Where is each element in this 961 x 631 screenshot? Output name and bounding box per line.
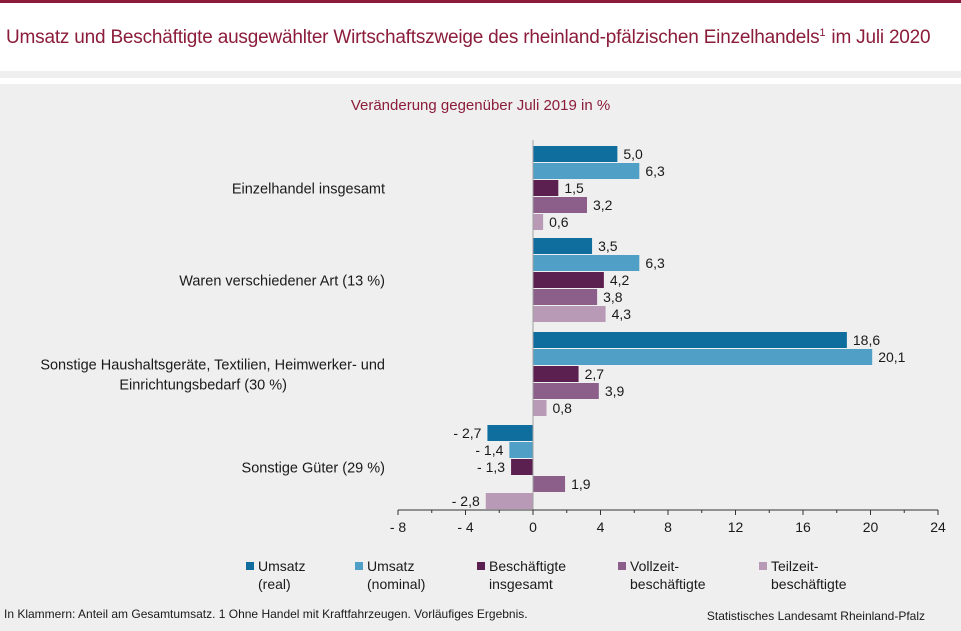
bar: [533, 180, 559, 196]
legend-label: Beschäftigte insgesamt: [489, 558, 567, 592]
tick-label: 0: [529, 519, 537, 535]
tick-label: 8: [664, 519, 672, 535]
legend-label: Vollzeit- beschäftigte: [630, 558, 706, 592]
data-label: 2,7: [585, 366, 605, 382]
data-label: 4,2: [610, 272, 630, 288]
bar: [533, 332, 847, 348]
legend-swatch: [477, 562, 485, 570]
bar: [533, 366, 579, 382]
data-label: - 2,8: [452, 493, 480, 509]
data-label: 3,2: [593, 197, 613, 213]
category-label: Einzelhandel insgesamt: [232, 182, 385, 198]
legend-label: Teilzeit- beschäftigte: [771, 558, 847, 592]
category-labels: Einzelhandel insgesamt Waren verschiedene…: [40, 182, 385, 477]
legend: Umsatz (real) Umsatz (nominal) Beschäftigt…: [0, 557, 961, 597]
legend-swatch: [246, 562, 254, 570]
bar: [533, 289, 598, 305]
data-label: 20,1: [878, 349, 905, 365]
bar: [533, 306, 606, 322]
data-label: 0,6: [549, 214, 569, 230]
page-title: Umsatz und Beschäftigte ausgewählter Wir…: [6, 27, 931, 49]
title-band: [0, 3, 961, 71]
value-labels: 5,06,31,53,20,63,56,34,23,84,318,620,12,…: [452, 146, 906, 509]
data-label: 4,3: [612, 306, 632, 322]
data-label: - 2,7: [453, 425, 481, 441]
top-rule: [0, 0, 961, 3]
bar: [533, 163, 640, 179]
footnote: In Klammern: Anteil am Gesamtumsatz. 1 O…: [4, 607, 528, 621]
bar: [533, 146, 618, 162]
data-label: 3,8: [603, 289, 623, 305]
data-label: 1,5: [564, 180, 584, 196]
category-label: Sonstige Güter (29 %): [242, 461, 385, 477]
data-label: 18,6: [853, 332, 880, 348]
legend-swatch: [618, 562, 626, 570]
category-label: Waren verschiedener Art (13 %): [179, 274, 385, 290]
data-label: 6,3: [645, 163, 665, 179]
tick-label: 16: [795, 519, 811, 535]
bar: [509, 442, 533, 458]
legend-label: Umsatz (nominal): [367, 558, 426, 592]
legend-label: Umsatz (real): [258, 558, 306, 592]
legend-swatch: [759, 562, 767, 570]
bar: [533, 400, 547, 416]
bar: [511, 459, 533, 475]
data-label: - 1,4: [475, 442, 503, 458]
data-label: - 1,3: [477, 459, 505, 475]
data-label: 5,0: [623, 146, 643, 162]
source-credit: Statistisches Landesamt Rheinland-Pfalz: [706, 609, 925, 623]
tick-label: - 8: [390, 519, 407, 535]
legend-swatch: [355, 562, 363, 570]
data-label: 3,5: [598, 238, 618, 254]
bar: [533, 238, 593, 254]
data-label: 0,8: [553, 400, 573, 416]
data-label: 1,9: [571, 476, 591, 492]
tick-label: 4: [597, 519, 605, 535]
bar: [485, 493, 533, 509]
separator-line: [0, 78, 961, 84]
bar: [533, 383, 599, 399]
data-label: 3,9: [605, 383, 625, 399]
bar: [533, 214, 544, 230]
bar: [533, 476, 566, 492]
tick-label: 20: [863, 519, 879, 535]
title-footnote-mark: 1: [819, 27, 826, 39]
title-text: Umsatz und Beschäftigte ausgewählter Wir…: [6, 27, 820, 48]
bar: [533, 272, 604, 288]
tick-label: - 4: [457, 519, 474, 535]
bar: [487, 425, 533, 441]
data-label: 6,3: [645, 255, 665, 271]
bar: [533, 197, 587, 213]
tick-label: 12: [728, 519, 744, 535]
chart-subtitle: Veränderung gegenüber Juli 2019 in %: [350, 97, 611, 114]
tick-label: 24: [930, 519, 946, 535]
category-label: Sonstige Haushaltsgeräte, Textilien, Hei…: [40, 358, 385, 394]
x-axis: - 8 - 4 0 4 8 12 16 20 24: [390, 140, 946, 535]
title-tail: im Juli 2020: [826, 27, 931, 48]
bar: [533, 255, 640, 271]
bar: [533, 349, 873, 365]
bar-chart: Einzelhandel insgesamt Waren verschiedene…: [40, 140, 946, 535]
bars: [485, 146, 873, 509]
